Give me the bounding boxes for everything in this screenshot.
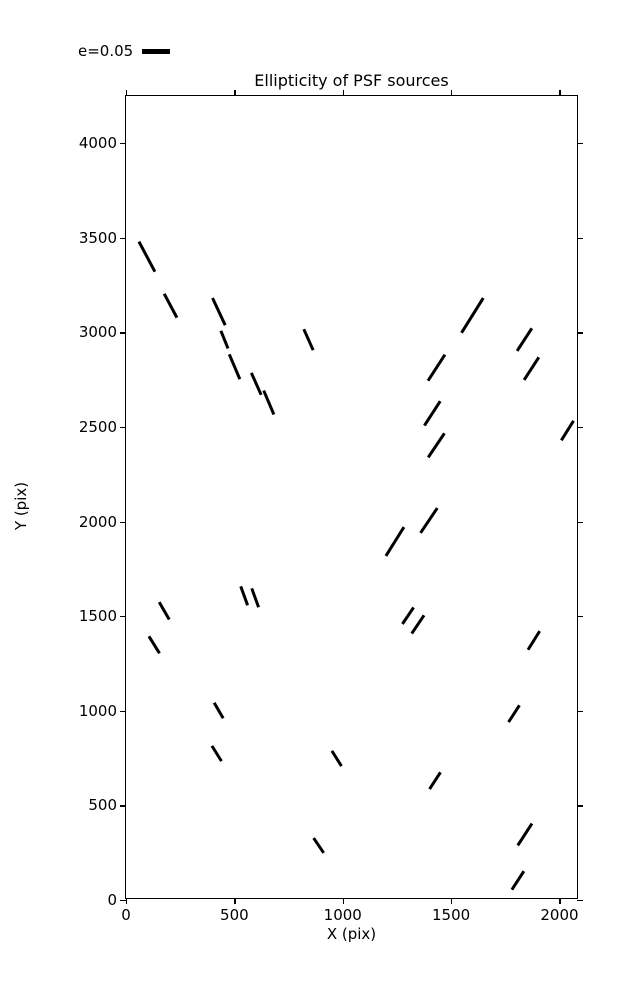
whisker-marker (312, 837, 326, 855)
whisker-marker (157, 600, 171, 621)
whisker-marker (249, 587, 260, 608)
x-tick-top (126, 90, 128, 96)
whisker-marker (427, 771, 442, 791)
whisker-marker (516, 327, 534, 353)
whisker-marker (400, 605, 415, 625)
whisker-marker (511, 870, 526, 891)
whisker-marker (331, 750, 344, 768)
x-tick-top (234, 90, 236, 96)
whisker-marker (522, 356, 541, 381)
x-tick (126, 898, 128, 904)
whisker-marker (147, 635, 161, 655)
x-tick (342, 898, 344, 904)
y-tick-label: 1500 (78, 607, 117, 626)
page-title: Ellipticity of PSF sources (254, 71, 449, 90)
whisker-marker (410, 614, 425, 635)
x-tick-top (342, 90, 344, 96)
whisker-marker (262, 389, 276, 415)
whisker-marker (419, 507, 440, 534)
y-tick-right (577, 237, 583, 240)
whisker-marker (210, 745, 224, 762)
y-tick-right (577, 710, 583, 712)
legend: e=0.05 (78, 42, 171, 60)
y-tick (120, 332, 126, 334)
x-tick (559, 898, 561, 904)
whisker-bar-icon (142, 49, 171, 54)
x-axis-title: X (pix) (326, 925, 377, 943)
y-tick-label: 3500 (78, 228, 117, 247)
x-tick-label: 500 (220, 906, 249, 924)
y-tick-label: 3000 (78, 323, 117, 342)
whisker-marker (559, 420, 575, 442)
x-tick-label: 1000 (323, 906, 362, 924)
plot-axes: 0 500 1000 1500 2000 2500 3000 3500 4000 0 500 1000… (79, 90, 583, 924)
y-tick (120, 710, 126, 712)
legend-label: e=0.05 (78, 42, 134, 60)
x-tick (451, 898, 453, 904)
y-tick (120, 143, 126, 145)
x-tick-label: 1500 (432, 906, 471, 924)
whisker-marker (219, 330, 230, 350)
y-tick (120, 616, 126, 618)
y-tick (120, 427, 126, 429)
y-tick-label: 0 (107, 891, 117, 909)
y-tick (120, 237, 126, 240)
x-tick-label: 0 (121, 906, 131, 924)
whisker-marker (227, 353, 242, 380)
whisker-marker (384, 526, 406, 557)
whisker-marker (239, 585, 250, 606)
whisker-marker (213, 702, 225, 720)
whisker-marker (460, 297, 485, 334)
whisker-marker (516, 823, 534, 847)
y-tick (120, 521, 126, 523)
y-tick-right (577, 900, 583, 902)
y-tick-right (577, 805, 583, 807)
whisker-marker (162, 293, 179, 319)
x-tick-top (559, 90, 561, 96)
whisker-marker (423, 400, 442, 427)
x-tick-label: 2000 (540, 906, 579, 924)
y-tick-label: 1000 (78, 701, 117, 720)
y-axis-title: Y (pix) (12, 481, 31, 531)
whisker-data-layer (126, 96, 577, 898)
y-tick-label: 4000 (78, 134, 117, 153)
y-tick-right (577, 616, 583, 618)
y-tick (120, 805, 126, 807)
whisker-marker (427, 353, 447, 382)
x-tick (234, 898, 236, 904)
y-tick-right (577, 332, 583, 334)
y-tick-right (577, 427, 583, 429)
whisker-marker (137, 241, 156, 273)
whisker-marker (507, 704, 521, 724)
x-tick-top (451, 90, 453, 96)
whisker-marker (426, 433, 446, 459)
y-tick-label: 500 (88, 796, 117, 815)
whisker-marker (526, 630, 541, 651)
whisker-marker (301, 328, 315, 352)
y-tick-right (577, 521, 583, 523)
y-tick-label: 2000 (78, 512, 117, 531)
y-tick-right (577, 143, 583, 145)
y-tick-label: 2500 (78, 418, 117, 437)
whisker-marker (249, 371, 263, 396)
y-tick (120, 900, 126, 902)
whisker-marker (211, 297, 227, 326)
